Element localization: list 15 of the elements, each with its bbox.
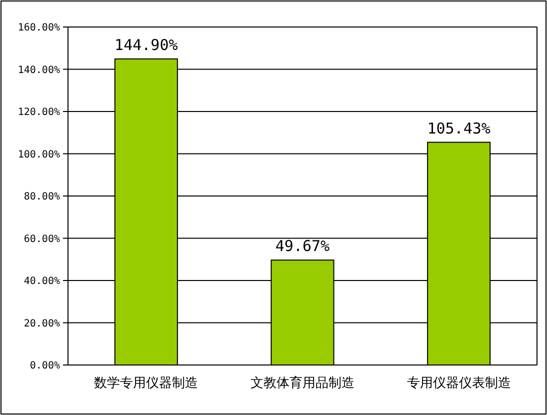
y-tick-label: 0.00% (30, 360, 60, 372)
data-label: 144.90% (114, 36, 178, 54)
y-tick-label: 120.00% (18, 107, 60, 118)
data-label: 49.67% (275, 237, 330, 256)
y-tick-label: 20.00% (24, 318, 60, 330)
y-tick-label: 100.00% (18, 149, 60, 160)
data-label: 105.43% (427, 119, 490, 138)
y-tick-label: 140.00% (18, 64, 60, 76)
y-tick-label: 160.00% (18, 22, 60, 34)
y-tick-label: 80.00% (24, 192, 60, 202)
x-tick-label: 专用仪器仪表制造 (406, 376, 511, 391)
x-tick-label: 文教体育用品制造 (250, 375, 354, 391)
x-tick-label: 数学专用仪器制造 (94, 376, 198, 391)
y-tick-label: 60.00% (24, 234, 60, 245)
y-tick-label: 40.00% (24, 276, 60, 287)
